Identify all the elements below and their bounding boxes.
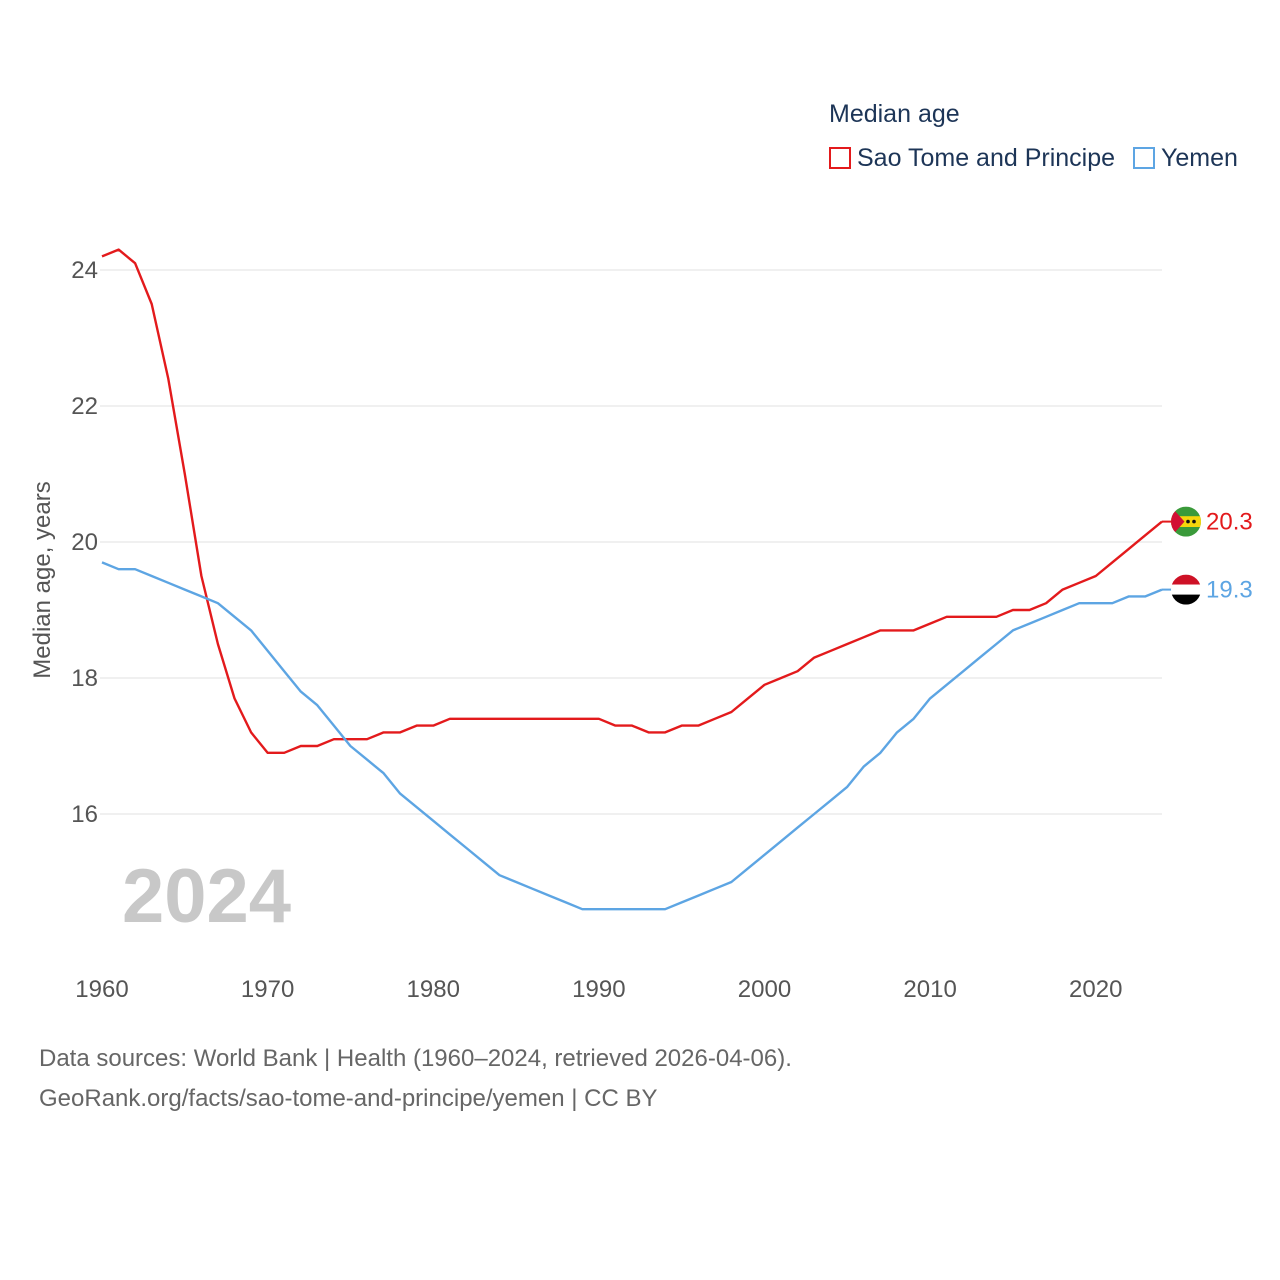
y-axis-title: Median age, years — [29, 481, 56, 678]
legend-swatch-yemen — [1133, 147, 1155, 169]
end-value-label-sao-tome-and-principe: 20.3 — [1206, 509, 1253, 536]
x-tick-label-2010: 2010 — [903, 976, 956, 1003]
x-tick-label-1990: 1990 — [572, 976, 625, 1003]
end-value-label-yemen: 19.3 — [1206, 577, 1253, 604]
legend-label-sao-tome: Sao Tome and Principe — [857, 143, 1116, 172]
footer-sources: Data sources: World Bank | Health (1960–… — [39, 1045, 792, 1072]
legend-title: Median age — [829, 100, 960, 128]
legend-item-sao-tome[interactable]: Sao Tome and Principe — [829, 143, 1115, 173]
x-tick-label-2000: 2000 — [738, 976, 791, 1003]
yemen-flag-icon — [1171, 574, 1201, 605]
x-tick-label-2020: 2020 — [1069, 976, 1122, 1003]
year-label: 2024 — [122, 854, 291, 939]
y-tick-label-16: 16 — [71, 801, 98, 828]
x-tick-label-1960: 1960 — [75, 976, 128, 1003]
y-tick-label-20: 20 — [71, 529, 98, 556]
y-tick-label-18: 18 — [71, 665, 98, 692]
footer-link[interactable]: GeoRank.org/facts/sao-tome-and-principe/… — [39, 1085, 658, 1112]
series-line-yemen[interactable] — [101, 561, 1163, 911]
legend-swatch-sao-tome — [829, 147, 851, 169]
legend-label-yemen: Yemen — [1161, 143, 1238, 172]
y-tick-label-24: 24 — [71, 257, 98, 284]
x-tick-label-1980: 1980 — [407, 976, 460, 1003]
x-tick-label-1970: 1970 — [241, 976, 294, 1003]
legend-item-yemen[interactable]: Yemen — [1133, 143, 1238, 173]
sao-tome-flag-icon — [1171, 506, 1201, 537]
series-line-sao-tome-and-principe[interactable] — [101, 248, 1163, 754]
y-tick-label-22: 22 — [71, 393, 98, 420]
